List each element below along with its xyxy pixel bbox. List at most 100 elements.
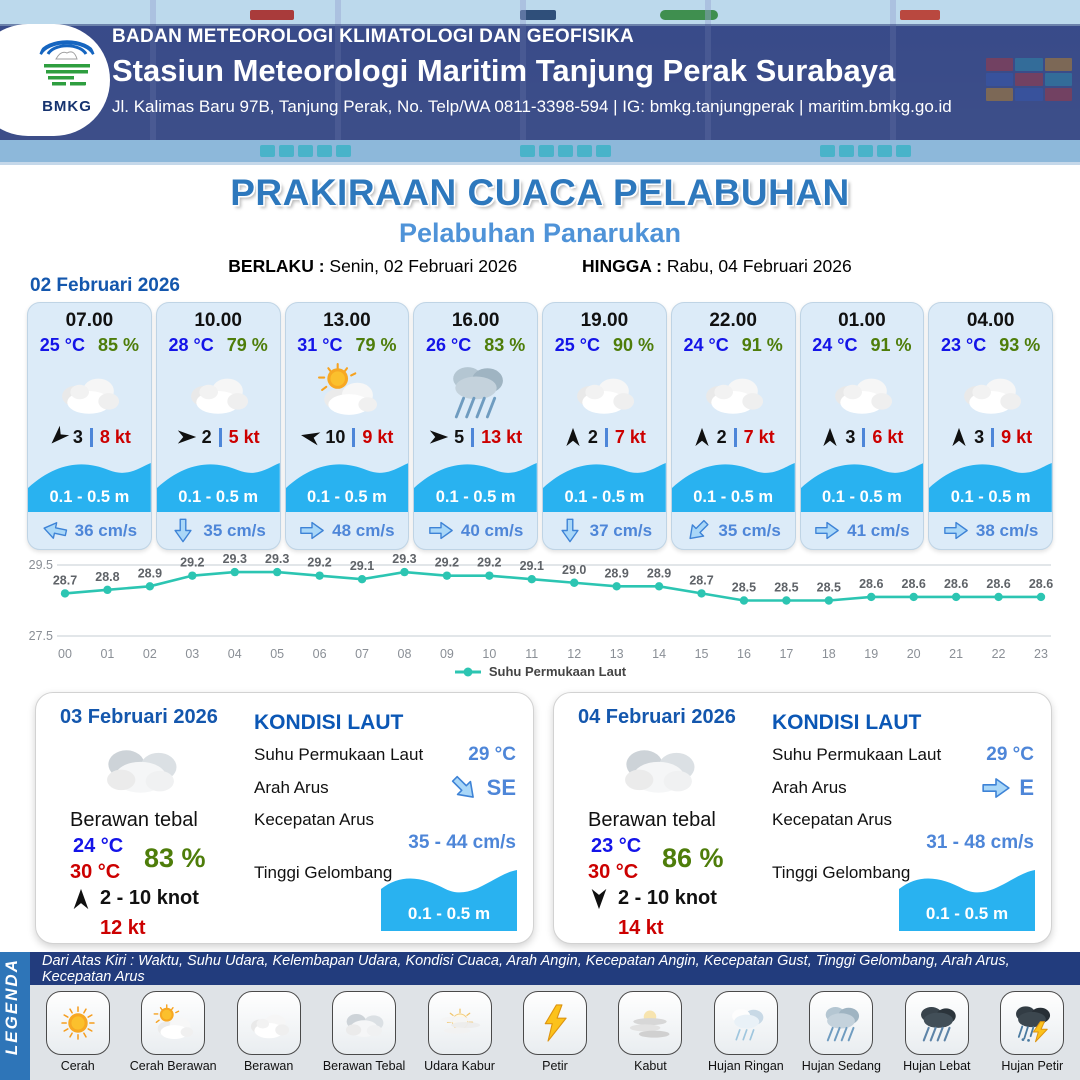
weather-description: Berawan tebal bbox=[588, 809, 716, 831]
legend-item: Berawan Tebal bbox=[316, 985, 411, 1080]
header-banner: BMKG BADAN METEOROLOGI KLIMATOLOGI DAN G… bbox=[0, 0, 1080, 165]
humidity: 79 % bbox=[355, 335, 397, 355]
temp-humidity-row: 31 °C 79 % bbox=[286, 335, 409, 356]
svg-text:29.5: 29.5 bbox=[29, 558, 53, 572]
legend-item: Cerah Berawan bbox=[125, 985, 220, 1080]
legend-weather-icon bbox=[721, 1003, 771, 1043]
header-text: BADAN METEOROLOGI KLIMATOLOGI DAN GEOFIS… bbox=[112, 26, 952, 117]
wave-height-band: 0.1 - 0.5 m bbox=[543, 454, 666, 512]
wave-height-band: 0.1 - 0.5 m bbox=[671, 454, 795, 512]
legend-item: Petir bbox=[507, 985, 602, 1080]
svg-text:28.9: 28.9 bbox=[138, 566, 162, 580]
temp-humidity-row: 23 °C 93 % bbox=[929, 335, 1052, 356]
wave-shape bbox=[156, 463, 280, 512]
wind-force: 3 bbox=[974, 426, 985, 447]
weather-icon bbox=[606, 731, 711, 803]
hingga-value: Rabu, 04 Februari 2026 bbox=[666, 256, 852, 276]
svg-text:28.9: 28.9 bbox=[604, 566, 628, 580]
temp-min: 24 °C bbox=[73, 835, 124, 857]
svg-text:27.5: 27.5 bbox=[29, 629, 53, 643]
wind-force: 5 bbox=[454, 426, 465, 447]
station-address: Jl. Kalimas Baru 97B, Tanjung Perak, No.… bbox=[112, 97, 952, 116]
svg-text:28.5: 28.5 bbox=[817, 581, 841, 595]
weather-icon bbox=[308, 362, 386, 420]
forecast-time: 01.00 bbox=[838, 310, 886, 331]
temp-min: 23 °C bbox=[591, 835, 642, 857]
wind-force: 3 bbox=[845, 426, 856, 447]
legend-label: Udara Kabur bbox=[424, 1059, 495, 1073]
legend-label: Berawan bbox=[243, 1059, 294, 1073]
wind-speed: 7 kt bbox=[743, 426, 775, 447]
current-direction-label: Arah Arus bbox=[254, 778, 329, 797]
svg-text:19: 19 bbox=[864, 647, 878, 661]
svg-text:01: 01 bbox=[100, 647, 114, 661]
forecast-card: 22.00 24 °C 91 % 2 7 kt 0.1 - 0.5 m bbox=[670, 302, 796, 550]
svg-text:28.5: 28.5 bbox=[732, 581, 756, 595]
air-temperature: 23 °C bbox=[940, 335, 987, 355]
svg-text:28.7: 28.7 bbox=[689, 573, 713, 587]
current-direction-icon bbox=[944, 521, 968, 540]
weather-icon bbox=[823, 362, 901, 420]
current-direction-icon bbox=[561, 518, 579, 543]
gust-speed: 12 kt bbox=[100, 917, 146, 939]
sea-conditions-title: KONDISI LAUT bbox=[254, 711, 404, 734]
forecast-date-heading: 02 Februari 2026 bbox=[30, 275, 180, 296]
wave-height: 0.1 - 0.5 m bbox=[435, 488, 516, 506]
wind-speed: 6 kt bbox=[872, 426, 904, 447]
svg-text:28.6: 28.6 bbox=[1029, 577, 1053, 591]
wind-speed: 7 kt bbox=[614, 426, 646, 447]
legend-weather-icon bbox=[435, 1003, 485, 1043]
svg-text:29.3: 29.3 bbox=[265, 552, 289, 566]
temp-max: 30 °C bbox=[70, 861, 121, 883]
legend-item: Cerah bbox=[30, 985, 125, 1080]
air-temperature: 24 °C bbox=[812, 335, 858, 355]
wind-row: 3 8 kt bbox=[28, 424, 151, 450]
waiting-seats-strip bbox=[0, 140, 1080, 162]
svg-text:29.2: 29.2 bbox=[435, 556, 459, 570]
legend-weather-icon bbox=[244, 1003, 294, 1043]
legend-label: Petir bbox=[542, 1059, 568, 1073]
chart-legend: Suhu Permukaan Laut bbox=[0, 664, 1080, 679]
legend-weather-icon bbox=[912, 1003, 962, 1043]
svg-text:23: 23 bbox=[1034, 647, 1048, 661]
sst-value: 29 °C bbox=[468, 744, 516, 765]
wave-height: 0.1 - 0.5 m bbox=[821, 488, 902, 506]
legend-label: Berawan Tebal bbox=[322, 1059, 406, 1073]
temp-humidity-row: 24 °C 91 % bbox=[672, 335, 795, 356]
chart-legend-label: Suhu Permukaan Laut bbox=[488, 664, 627, 679]
divider bbox=[352, 427, 356, 447]
svg-text:29.2: 29.2 bbox=[180, 556, 204, 570]
current-direction-row: Arah Arus E bbox=[772, 775, 1034, 801]
weather-icon bbox=[50, 362, 128, 420]
legend-icon-box bbox=[522, 991, 587, 1055]
hourly-forecast-row: 07.00 25 °C 85 % 3 8 kt 0.1 - 0.5 m bbox=[27, 302, 1053, 550]
svg-text:12: 12 bbox=[567, 647, 581, 661]
current-row: 41 cm/s bbox=[801, 512, 924, 549]
weather-icon bbox=[437, 362, 515, 420]
divider bbox=[471, 427, 475, 447]
wave-shape bbox=[414, 463, 537, 512]
svg-text:29.1: 29.1 bbox=[520, 559, 544, 573]
wave-shape bbox=[285, 463, 409, 512]
wind-direction-icon bbox=[429, 430, 449, 444]
forecast-time: 10.00 bbox=[194, 310, 242, 331]
weather-icon bbox=[694, 362, 772, 420]
wave-height-label: Tinggi Gelombang bbox=[772, 863, 911, 882]
wind-speed: 5 kt bbox=[228, 426, 260, 447]
humidity: 90 % bbox=[612, 335, 655, 355]
forecast-time: 04.00 bbox=[966, 310, 1015, 331]
air-temperature: 25 °C bbox=[554, 335, 600, 355]
wave-height: 0.1 - 0.5 m bbox=[306, 488, 387, 506]
current-speed-label: Kecepatan Arus bbox=[772, 810, 893, 829]
weather-icon bbox=[88, 731, 193, 803]
current-speed: 38 cm/s bbox=[975, 520, 1039, 540]
current-direction-value: E bbox=[1019, 775, 1034, 800]
current-row: 38 cm/s bbox=[929, 512, 1052, 549]
forecast-card: 04.00 23 °C 93 % 3 9 kt 0.1 - 0.5 m bbox=[928, 302, 1053, 550]
current-row: 35 cm/s bbox=[672, 512, 795, 549]
wind-row: 3 9 kt bbox=[929, 424, 1052, 450]
wind-range: 2 - 10 knot bbox=[618, 887, 717, 909]
bmkg-logo-text: BMKG bbox=[42, 98, 92, 115]
sst-label: Suhu Permukaan Laut bbox=[254, 745, 424, 764]
sst-row: Suhu Permukaan Laut 29 °C bbox=[254, 744, 516, 766]
